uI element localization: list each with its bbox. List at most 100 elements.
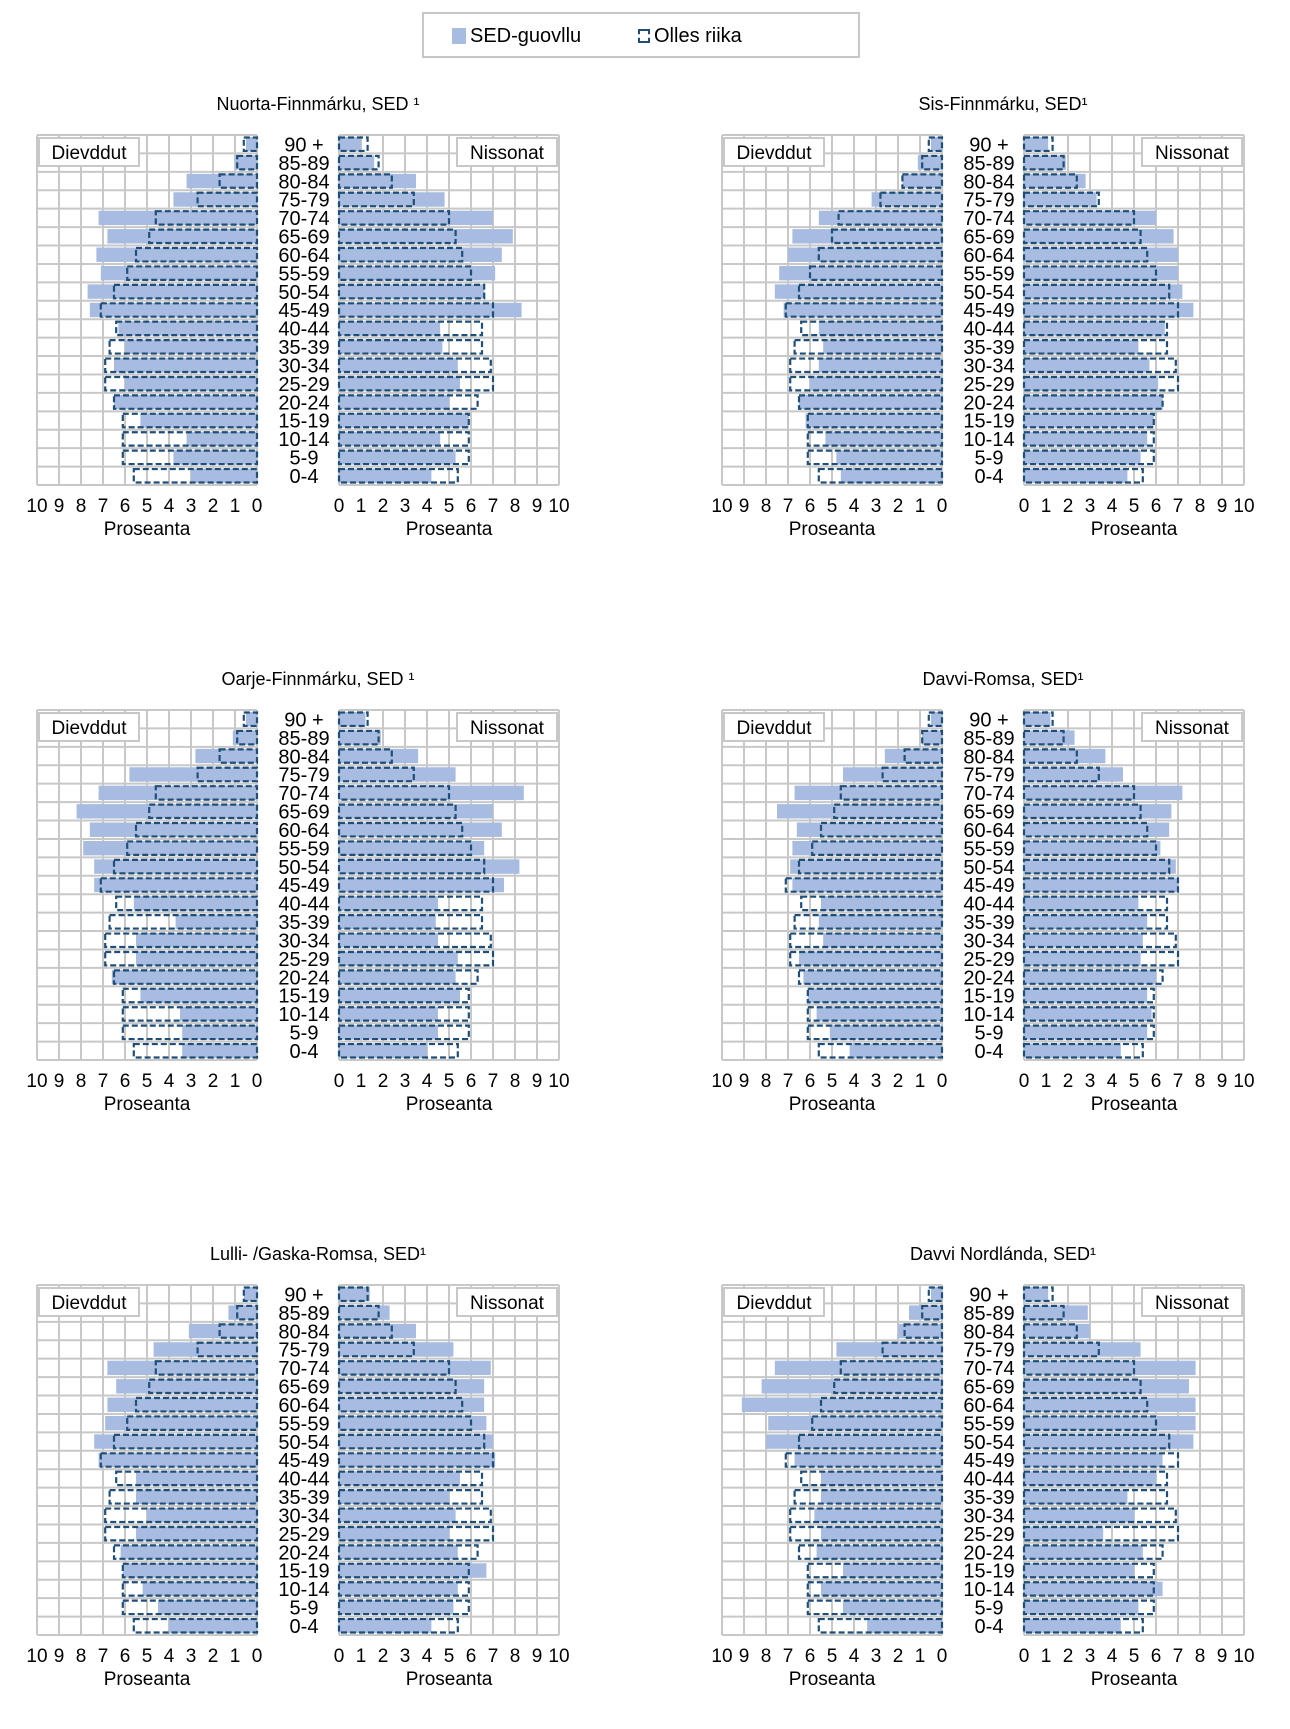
x-tick-label: 4 — [1107, 496, 1118, 517]
panel-label-women: Nissonat — [1155, 143, 1230, 164]
region-bar — [246, 712, 257, 727]
national-bar — [830, 228, 944, 245]
age-label: 25-29 — [278, 1524, 329, 1546]
national-bar — [337, 375, 495, 392]
x-tick-label: 8 — [1195, 496, 1206, 517]
x-tick-label: 6 — [466, 1646, 477, 1667]
national-bar — [806, 431, 944, 447]
region-bar — [339, 302, 522, 318]
national-bar — [1022, 265, 1158, 281]
x-tick-label: 8 — [76, 1646, 87, 1667]
region-bar — [339, 1544, 458, 1560]
x-tick-label: 6 — [120, 496, 131, 517]
region-bar — [153, 1342, 257, 1357]
x-tick-label: 9 — [54, 496, 65, 517]
x-tick-label: 0 — [334, 1071, 345, 1092]
region-bar — [836, 450, 942, 465]
region-bar — [339, 1415, 487, 1431]
region-bar — [339, 1305, 390, 1320]
region-bar — [821, 896, 942, 911]
national-bar — [793, 1489, 944, 1505]
x-tick-label: 7 — [488, 496, 499, 517]
age-label: 5-9 — [975, 1023, 1004, 1045]
region-bar — [339, 137, 361, 152]
national-bar — [108, 914, 259, 930]
age-label: 20-24 — [278, 392, 329, 414]
region-bar — [339, 192, 445, 207]
age-label: 45-49 — [963, 1450, 1014, 1472]
national-bar — [819, 1396, 944, 1413]
region-bar — [1024, 413, 1154, 428]
panel-label-women: Nissonat — [1155, 718, 1230, 739]
chart-legend: SED-guovllu Olles riika — [422, 12, 860, 58]
age-label: 90 + — [969, 1284, 1008, 1306]
panel-label-box — [1141, 137, 1243, 167]
x-tick-label: 2 — [1063, 496, 1074, 517]
x-tick-label: 1 — [230, 1646, 241, 1667]
region-bar — [790, 859, 942, 874]
national-bar — [337, 766, 415, 783]
age-label: 0-4 — [975, 1616, 1004, 1638]
age-label: 10-14 — [278, 1579, 329, 1601]
region-bar — [777, 804, 942, 819]
region-bar — [339, 1471, 460, 1486]
national-bar — [337, 914, 484, 930]
panel-label-box — [723, 137, 825, 167]
national-bar — [789, 1525, 944, 1542]
region-bar — [1024, 394, 1163, 410]
age-label: 30-34 — [278, 355, 329, 377]
x-tick-label: 10 — [1233, 496, 1254, 517]
region-bar — [339, 1360, 491, 1376]
national-bar — [337, 1433, 486, 1450]
age-label: 35-39 — [278, 1487, 329, 1509]
x-tick-label: 1 — [915, 1071, 926, 1092]
x-tick-label: 0 — [937, 1071, 948, 1092]
x-tick-label: 2 — [208, 1071, 219, 1092]
panel-label-women: Nissonat — [470, 718, 545, 739]
region-bar — [871, 192, 942, 207]
age-label: 70-74 — [278, 783, 329, 805]
x-tick-label: 2 — [378, 1646, 389, 1667]
national-bar — [1022, 1489, 1169, 1505]
national-bar — [154, 1360, 259, 1376]
x-tick-label: 10 — [711, 496, 732, 517]
region-bar — [83, 840, 257, 856]
age-label: 10-14 — [963, 429, 1014, 451]
x-tick-label: 3 — [400, 1071, 411, 1092]
region-bar — [1024, 265, 1178, 281]
national-bar — [1022, 1452, 1180, 1468]
x-tick-label: 0 — [937, 496, 948, 517]
x-tick-label: 4 — [164, 1071, 175, 1092]
region-bar — [94, 877, 257, 893]
age-label: 75-79 — [278, 1340, 329, 1362]
national-bar — [806, 1006, 944, 1022]
age-label: 25-29 — [278, 374, 329, 396]
region-bar — [175, 914, 257, 930]
region-bar — [783, 302, 942, 318]
region-bar — [917, 155, 942, 170]
national-bar — [337, 987, 470, 1004]
region-bar — [98, 1452, 257, 1468]
region-bar — [339, 1434, 493, 1449]
national-bar — [337, 729, 380, 746]
region-bar — [1024, 155, 1066, 170]
national-bar — [121, 449, 259, 466]
region-bar — [768, 1415, 942, 1431]
national-bar — [1022, 1286, 1054, 1303]
age-label: 25-29 — [963, 374, 1014, 396]
region-bar — [339, 1323, 416, 1339]
region-bar — [821, 1489, 942, 1505]
region-bar — [1024, 137, 1049, 152]
national-bar — [337, 339, 484, 355]
age-label: 0-4 — [290, 1616, 319, 1638]
national-bar — [817, 467, 944, 484]
national-bar — [104, 1507, 259, 1524]
x-tick-label: 5 — [142, 1646, 153, 1667]
national-bar — [881, 1341, 944, 1358]
region-bar — [1024, 859, 1176, 874]
panel-label-men: Dievddut — [52, 1293, 128, 1314]
age-label: 45-49 — [278, 1450, 329, 1472]
age-label: 60-64 — [963, 1395, 1014, 1417]
x-tick-label: 3 — [1085, 1071, 1096, 1092]
